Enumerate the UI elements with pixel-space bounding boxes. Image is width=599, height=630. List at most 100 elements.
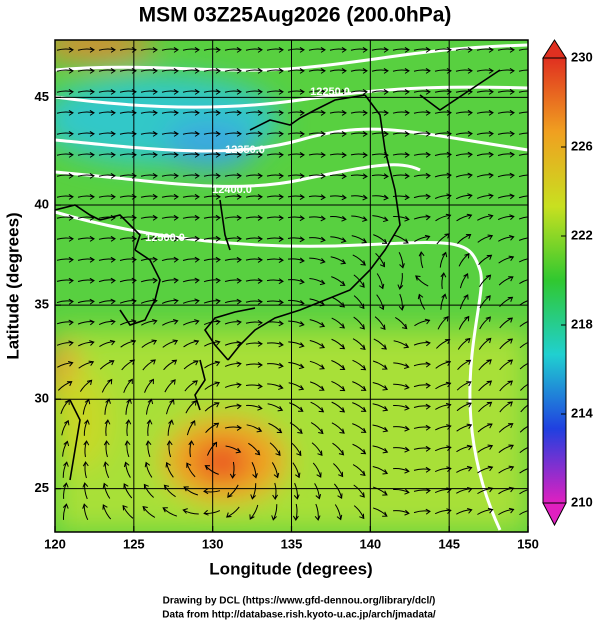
streamline-arrow [455, 172, 473, 179]
streamline-arrow [245, 298, 263, 305]
x-tick-label: 140 [359, 536, 381, 551]
streamline-arrow [371, 173, 389, 180]
streamline-arrow [182, 256, 200, 263]
streamline-arrow [245, 172, 263, 179]
chart-title: MSM 03Z25Aug2026 (200.0hPa) [139, 4, 452, 27]
streamline-arrow [224, 340, 242, 347]
streamline-arrow [161, 46, 179, 53]
streamline-arrow [224, 214, 242, 221]
colorbar-tick-label: 226 [571, 138, 593, 153]
grid [55, 40, 528, 532]
streamline-arrow [518, 153, 528, 156]
streamline-arrow [477, 423, 493, 433]
streamline-arrow [144, 461, 153, 478]
streamline-arrow [144, 378, 154, 393]
streamline-arrow [498, 465, 515, 474]
streamline-arrow [186, 462, 196, 478]
streamline-arrow [371, 109, 389, 116]
streamline-arrow [224, 361, 242, 368]
streamline-arrow [287, 130, 305, 137]
streamline-arrow [352, 381, 367, 391]
streamline-arrow [103, 461, 110, 479]
streamline-arrow [499, 401, 513, 413]
streamline-arrow [182, 88, 200, 95]
streamline-arrow [98, 109, 116, 116]
streamline-arrow [266, 236, 284, 242]
streamline-arrow [479, 274, 492, 288]
streamline-arrow [456, 381, 472, 391]
streamline-arrow [182, 235, 200, 242]
streamline-arrow [104, 419, 111, 437]
streamline-arrow [309, 257, 326, 264]
colorbar-max-arrow [542, 39, 567, 59]
streamline-arrow [518, 174, 528, 178]
streamline-arrow [311, 442, 323, 457]
streamline-arrow [413, 172, 431, 179]
streamline-arrow [413, 424, 431, 431]
streamline-arrow [498, 423, 514, 433]
streamline-arrow [249, 504, 259, 520]
streamline-arrow [308, 173, 326, 179]
streamline-arrow [393, 467, 410, 474]
streamline-arrow [375, 252, 385, 268]
streamline-arrow [203, 172, 221, 179]
streamline-arrow [287, 215, 305, 222]
streamline-arrow [245, 362, 263, 368]
streamline-arrow [497, 88, 515, 95]
streamline-arrow [288, 320, 305, 327]
streamline-arrow [329, 194, 347, 201]
streamline-arrow [477, 465, 494, 474]
streamline-arrow [287, 152, 305, 158]
streamline-arrow [329, 67, 347, 74]
streamline-arrow [459, 273, 469, 289]
streamline-arrow [415, 275, 429, 287]
streamline-arrow [79, 379, 93, 392]
streamline-arrow [309, 360, 325, 370]
streamline-arrow [77, 172, 95, 179]
streamline-arrow [98, 256, 116, 263]
streamline-arrow [498, 255, 515, 264]
streamline-arrow [456, 423, 473, 432]
streamline-arrow [287, 88, 305, 95]
y-tick-label: 30 [35, 391, 49, 406]
streamline-arrow [224, 88, 242, 95]
streamline-arrow [266, 194, 284, 200]
streamline-arrow [102, 504, 112, 520]
streamline-arrow [272, 482, 279, 500]
streamline-arrow [393, 488, 410, 495]
streamline-arrow [418, 251, 425, 269]
streamline-arrow [122, 504, 134, 519]
streamline-arrow [393, 234, 409, 244]
streamline-arrow [203, 235, 221, 242]
streamline-arrow [350, 88, 368, 95]
streamline-arrow [413, 340, 431, 347]
streamline-arrow [183, 486, 199, 496]
streamline-arrow [350, 46, 368, 53]
streamline-arrow [458, 315, 470, 330]
streamline-arrow [309, 319, 326, 328]
streamline-arrow [123, 378, 133, 393]
streamline-arrow [478, 401, 493, 412]
streamline-arrow [372, 360, 388, 370]
streamline-arrow [392, 46, 410, 53]
streamline-arrow [165, 461, 174, 478]
streamline-arrow [308, 194, 326, 201]
streamline-arrow [203, 193, 221, 200]
streamline-arrow [392, 88, 410, 95]
streamline-arrow [224, 151, 242, 158]
streamline-arrow [519, 300, 528, 306]
streamline-arrow [82, 482, 89, 500]
streamline-arrow [476, 109, 494, 116]
contour-label: 12250.0 [310, 86, 350, 98]
streamline-arrow [143, 483, 154, 498]
streamline-arrow [146, 419, 153, 437]
streamline-arrow [182, 151, 200, 158]
x-tick-label: 125 [123, 536, 145, 551]
streamline-arrow [371, 46, 389, 53]
streamline-arrow [518, 90, 528, 93]
streamline-arrow [224, 109, 242, 116]
streamline-arrow [352, 423, 367, 433]
streamline-arrow [518, 111, 528, 114]
streamline-arrow [224, 403, 242, 410]
colorbar-tick-label: 222 [571, 227, 593, 242]
